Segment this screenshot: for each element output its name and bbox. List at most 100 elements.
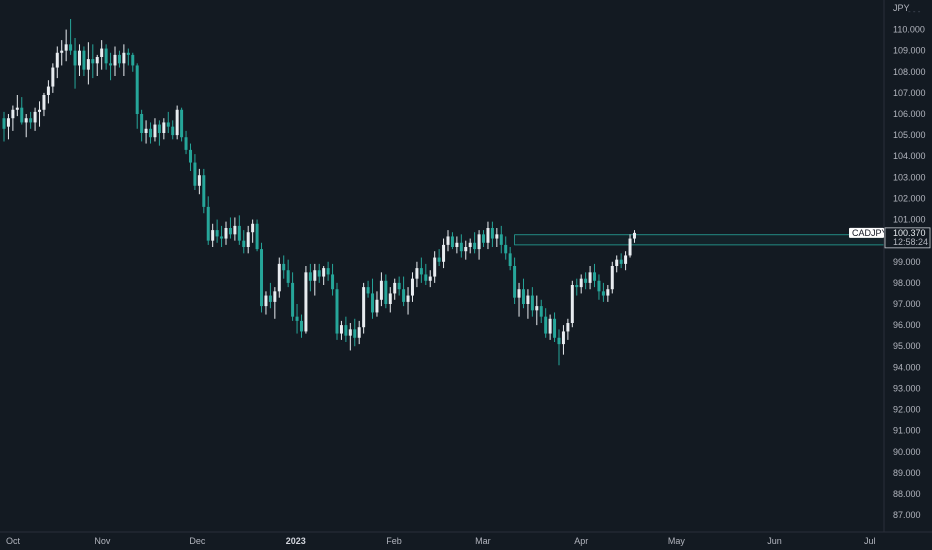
candle-body: [433, 257, 437, 277]
candle-body: [246, 232, 250, 247]
candle-body: [557, 337, 561, 345]
candle-body: [393, 282, 397, 294]
candle-body: [6, 118, 10, 127]
candle-body: [113, 54, 117, 66]
candle-body: [450, 236, 454, 247]
candle-body: [260, 249, 264, 307]
candle-body: [366, 287, 370, 294]
candle-body: [362, 287, 366, 328]
y-tick-label: 87.000: [893, 510, 921, 520]
candle-body: [29, 118, 33, 123]
candle-body: [402, 289, 406, 302]
candle-body: [335, 289, 339, 334]
candle-body: [286, 270, 290, 283]
candle-body: [224, 228, 228, 239]
y-tick-label: 107.000: [893, 88, 926, 98]
candle-body: [579, 278, 583, 288]
candle-body: [153, 124, 157, 138]
candle-body: [322, 268, 326, 277]
candle-body: [517, 289, 521, 298]
x-tick-label: Mar: [475, 536, 491, 546]
candle-body: [42, 95, 46, 110]
y-axis[interactable]: 87.000 88.000 89.000 90.000 91.000 92.000 93.0…: [893, 25, 926, 521]
y-tick-label: 90.000: [893, 447, 921, 457]
candle-body: [171, 126, 175, 136]
candle-body: [375, 299, 379, 313]
candle-body: [175, 109, 179, 136]
candle-body: [615, 259, 619, 266]
y-tick-label: 93.000: [893, 383, 921, 393]
candle-body: [2, 118, 6, 129]
candle-body: [135, 65, 139, 114]
candle-body: [51, 67, 55, 87]
candle-body: [299, 320, 303, 332]
candle-body: [95, 57, 99, 64]
candle-body: [597, 280, 601, 292]
candle-body: [211, 230, 215, 241]
candle-body: [166, 122, 170, 127]
candle-body: [73, 50, 77, 66]
candle-body: [251, 223, 255, 233]
candle-body: [24, 118, 28, 123]
candle-body: [486, 228, 490, 243]
candle-body: [588, 272, 592, 283]
candle-body: [513, 266, 517, 298]
candle-body: [544, 316, 548, 334]
candle-body: [277, 263, 281, 292]
candle-body: [379, 280, 383, 300]
symbol-tag-text: CADJPY: [852, 228, 888, 238]
candle-body: [15, 107, 19, 110]
candle-body: [140, 114, 144, 133]
candle-body: [308, 272, 312, 281]
candle-body: [157, 124, 161, 133]
candle-body: [109, 63, 113, 66]
x-tick-label: Apr: [574, 536, 588, 546]
y-tick-label: 108.000: [893, 67, 926, 77]
candle-body: [606, 289, 610, 296]
candle-body: [455, 242, 459, 247]
y-tick-label: 96.000: [893, 320, 921, 330]
candle-body: [91, 59, 95, 64]
candle-body: [495, 234, 499, 239]
candle-body: [508, 253, 512, 266]
candle-body: [610, 266, 614, 290]
candle-body: [397, 282, 401, 290]
candle-body: [149, 128, 153, 138]
candle-body: [437, 257, 441, 262]
candle-body: [473, 242, 477, 250]
candle-body: [584, 278, 588, 283]
y-tick-label: 89.000: [893, 468, 921, 478]
y-tick-label: 103.000: [893, 172, 926, 182]
y-tick-label: 109.000: [893, 46, 926, 56]
y-tick-label: 110.000: [893, 25, 925, 35]
y-tick-label: 98.000: [893, 278, 921, 288]
candle-body: [628, 238, 632, 256]
candle-body: [570, 285, 574, 323]
y-tick-label: 95.000: [893, 341, 921, 351]
candle-body: [482, 234, 486, 243]
candle-body: [624, 255, 628, 264]
x-tick-label: Feb: [386, 536, 402, 546]
price-range-band: [514, 234, 885, 246]
candle-body: [388, 293, 392, 304]
x-tick-label: Oct: [6, 536, 21, 546]
candle-body: [521, 289, 525, 304]
y-tick-label: 102.000: [893, 193, 926, 203]
y-tick-label: 94.000: [893, 362, 921, 372]
x-tick-label: Jun: [767, 536, 782, 546]
candle-body: [282, 263, 286, 271]
candle-body: [188, 149, 192, 163]
candle-body: [504, 244, 508, 254]
candle-body: [184, 137, 188, 150]
range-band-rect: [514, 234, 885, 246]
x-tick-label: Dec: [189, 536, 206, 546]
x-axis[interactable]: Oct Nov Dec 2023 Feb Mar Apr May Jun Jul: [6, 536, 876, 546]
candle-body: [242, 240, 246, 247]
candle-body: [357, 327, 361, 338]
candle-body: [477, 234, 481, 250]
x-tick-label: 2023: [286, 536, 306, 546]
candle-body: [273, 291, 277, 302]
